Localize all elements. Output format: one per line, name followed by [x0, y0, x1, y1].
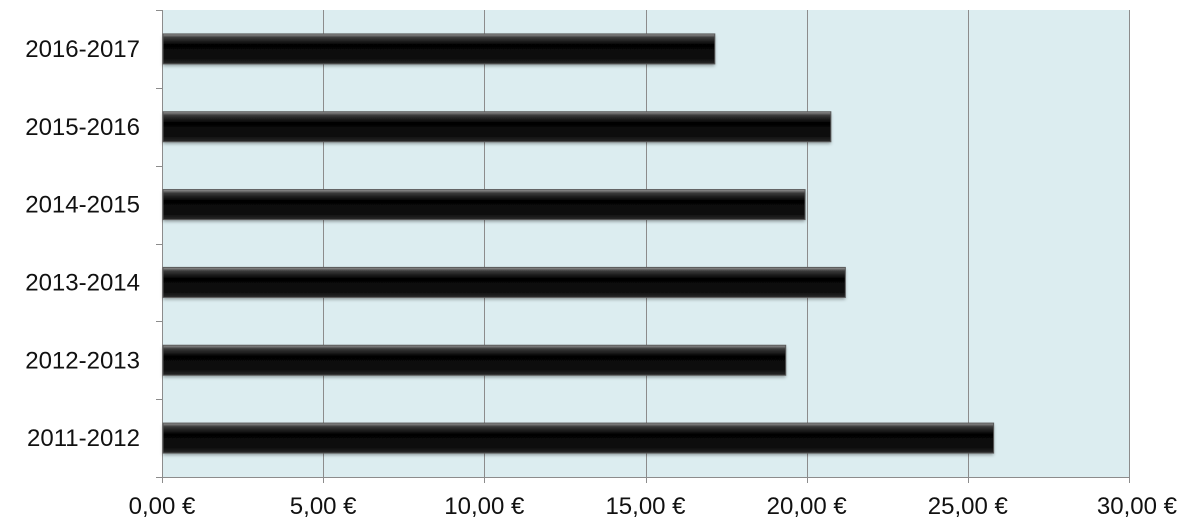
bar-edge-2015-2016 [162, 111, 832, 143]
bar-2011-2012 [163, 423, 994, 454]
bar-2013-2014 [163, 267, 846, 298]
y-tick-label: 2015-2016 [25, 114, 140, 141]
x-tick-label: 15,00 € [605, 493, 686, 520]
tick-labels: 2011-2012 2012-2013 2013-2014 2014-2015 2015… [25, 36, 1177, 520]
axes [156, 10, 1130, 483]
x-tick-label: 25,00 € [928, 493, 1009, 520]
x-tick-label: 30,00 € [1097, 493, 1178, 520]
y-tick-label: 2014-2015 [25, 192, 140, 219]
bar-edge-2014-2015 [162, 189, 806, 221]
y-tick-label: 2013-2014 [25, 269, 140, 296]
plot-area [162, 10, 1129, 477]
x-tick-label: 5,00 € [290, 493, 357, 520]
gridlines [323, 10, 1130, 477]
bar-2015-2016 [163, 111, 831, 142]
bar-2016-2017 [163, 33, 715, 64]
bar-edge-2016-2017 [162, 33, 716, 65]
bar-edge-2012-2013 [162, 344, 787, 376]
bar-edge-2013-2014 [162, 266, 846, 298]
bars [162, 33, 995, 454]
y-tick-label: 2016-2017 [25, 36, 140, 63]
x-tick-label: 10,00 € [444, 493, 525, 520]
x-tick-label: 20,00 € [767, 493, 848, 520]
bar-edge-2011-2012 [162, 422, 995, 454]
bar-2014-2015 [163, 189, 806, 220]
y-tick-label: 2012-2013 [25, 347, 140, 374]
bar-2012-2013 [163, 345, 786, 376]
x-tick-label: 0,00 € [129, 493, 196, 520]
y-tick-label: 2011-2012 [27, 425, 140, 452]
